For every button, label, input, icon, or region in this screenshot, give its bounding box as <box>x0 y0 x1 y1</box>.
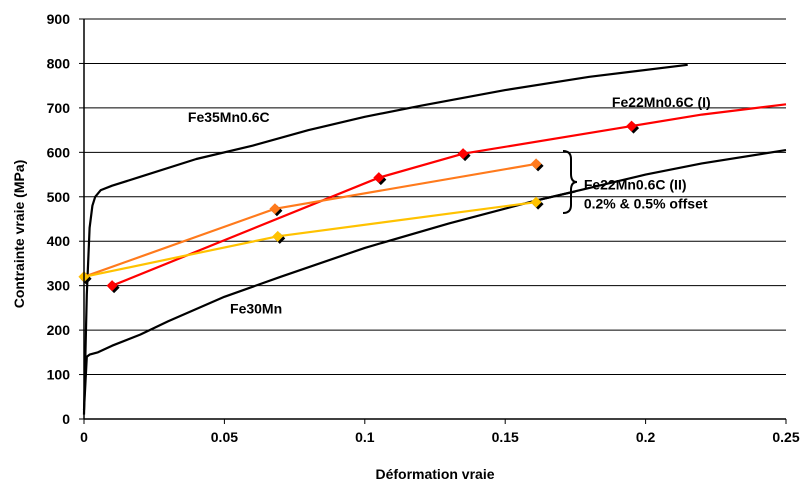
y-axis-title: Contrainte vraie (MPa) <box>11 160 27 309</box>
y-tick-label: 500 <box>47 189 71 205</box>
x-tick-label: 0.1 <box>355 429 375 445</box>
series-line-1 <box>82 190 576 411</box>
series-line-3 <box>111 125 632 287</box>
y-tick-label: 300 <box>47 278 71 294</box>
x-tick-label: 0.25 <box>772 429 799 445</box>
data-point <box>530 158 542 170</box>
axes: 0 100 200 300 400 500 600 700 800 900 0 0.05 0.1 0.15… <box>47 11 800 445</box>
annotation-label: Fe30Mn <box>230 301 282 317</box>
y-tick-label: 900 <box>47 11 71 27</box>
series-line-0 <box>82 63 688 415</box>
data-point <box>272 230 284 242</box>
annotations: Fe35Mn0.6C Fe22Mn0.6C (I) Fe30Mn Fe22Mn0.6C… <box>188 94 711 317</box>
y-tick-label: 200 <box>47 322 71 338</box>
annotation-label: Fe35Mn0.6C <box>188 109 270 125</box>
data-point <box>457 148 469 160</box>
series-line-5 <box>83 162 537 278</box>
x-tick-label: 0.2 <box>636 429 656 445</box>
data-point <box>373 172 385 184</box>
y-tick-label: 400 <box>47 233 71 249</box>
data-point <box>626 120 638 132</box>
x-tick-label: 0.15 <box>492 429 519 445</box>
marker-layer <box>78 120 640 294</box>
y-tick-label: 600 <box>47 144 71 160</box>
data-point <box>106 280 118 292</box>
y-tick-label: 100 <box>47 367 71 383</box>
annotation-label: Fe22Mn0.6C (II) <box>584 177 687 193</box>
curly-brace <box>562 150 578 214</box>
data-point <box>269 203 281 215</box>
x-tick-label: 0 <box>80 429 88 445</box>
annotation-label: Fe22Mn0.6C (I) <box>612 94 711 110</box>
annotation-label: 0.2% & 0.5% offset <box>584 195 708 211</box>
x-axis-title: Déformation vraie <box>375 466 494 482</box>
y-tick-label: 800 <box>47 55 71 71</box>
gridlines <box>84 18 786 376</box>
data-point <box>530 196 542 208</box>
x-tick-label: 0.05 <box>211 429 238 445</box>
y-tick-label: 0 <box>62 411 70 427</box>
y-tick-label: 700 <box>47 100 71 116</box>
series-line-4 <box>631 103 787 128</box>
